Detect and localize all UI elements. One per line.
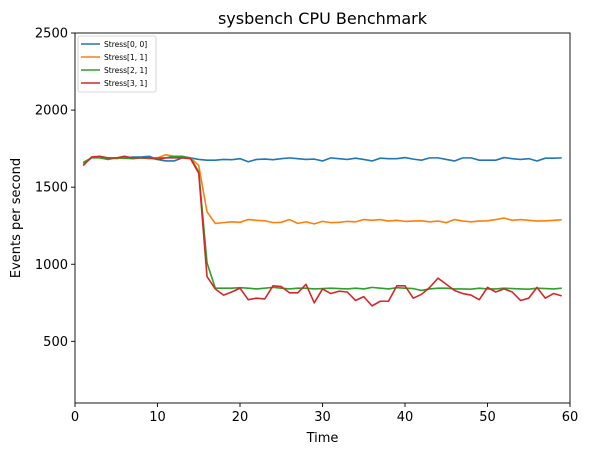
- x-tick-label: 0: [71, 410, 79, 425]
- y-tick-label: 1500: [35, 181, 68, 196]
- y-axis: 500 1000 1500 2000 2500: [35, 27, 75, 350]
- y-axis-label: Events per second: [9, 158, 24, 278]
- y-tick-label: 1000: [35, 258, 68, 273]
- plot-area: [74, 32, 571, 404]
- legend-label-0: Stress[0, 0]: [104, 40, 147, 49]
- y-tick-label: 2500: [35, 27, 68, 42]
- series-line-1: [82, 153, 562, 225]
- x-tick-label: 50: [479, 410, 496, 425]
- series-line-3: [82, 155, 562, 307]
- legend: Stress[0, 0] Stress[1, 1] Stress[2, 1] Stre…: [77, 35, 157, 93]
- x-tick-label: 40: [397, 410, 414, 425]
- x-tick-label: 20: [232, 410, 249, 425]
- x-tick-label: 30: [314, 410, 331, 425]
- legend-box: [77, 35, 157, 93]
- x-axis-label: Time: [306, 431, 339, 446]
- x-axis: 0 10 20 30 40 50 60: [71, 403, 578, 425]
- series-line-0: [82, 155, 562, 165]
- plot-background: [75, 33, 570, 403]
- x-tick-label: 60: [562, 410, 579, 425]
- legend-label-3: Stress[3, 1]: [104, 79, 147, 88]
- y-tick-label: 2000: [35, 104, 68, 119]
- x-tick-label: 10: [149, 410, 166, 425]
- legend-label-2: Stress[2, 1]: [104, 66, 147, 75]
- legend-label-1: Stress[1, 1]: [104, 53, 147, 62]
- series-layer: [82, 153, 562, 307]
- chart-title: sysbench CPU Benchmark: [218, 9, 428, 28]
- y-tick-label: 500: [43, 335, 68, 350]
